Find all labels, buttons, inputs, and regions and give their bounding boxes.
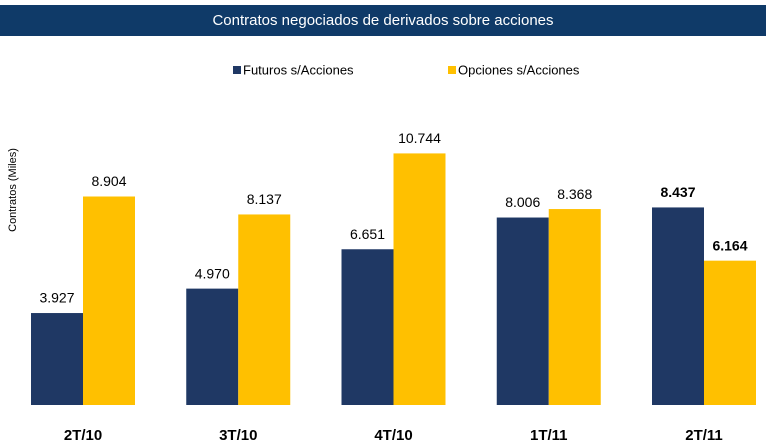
bar <box>652 207 704 405</box>
value-label: 8.437 <box>660 184 695 200</box>
bar <box>186 288 239 405</box>
bar <box>83 196 135 405</box>
value-label: 8.368 <box>557 186 592 202</box>
bar <box>238 214 291 405</box>
y-axis-label: Contratos (Miles) <box>7 148 19 232</box>
value-label: 10.744 <box>398 130 441 146</box>
x-tick-label: 2T/10 <box>64 427 102 443</box>
legend-swatch <box>233 66 241 74</box>
value-label: 3.927 <box>39 290 74 306</box>
value-label: 4.970 <box>195 265 230 281</box>
value-label: 8.137 <box>247 191 282 207</box>
value-label: 6.651 <box>350 226 385 242</box>
x-tick-label: 3T/10 <box>219 427 257 443</box>
x-tick-label: 1T/11 <box>530 427 568 443</box>
legend-label: Opciones s/Acciones <box>458 62 580 77</box>
x-tick-label: 2T/11 <box>685 427 723 443</box>
chart-title: Contratos negociados de derivados sobre … <box>212 12 553 29</box>
bar <box>704 260 756 405</box>
value-label: 8.904 <box>91 173 126 189</box>
bar <box>496 217 549 405</box>
value-label: 6.164 <box>712 237 747 253</box>
bar <box>341 249 394 405</box>
legend-label: Futuros s/Acciones <box>243 62 354 77</box>
bar <box>31 313 83 405</box>
bar <box>393 153 446 405</box>
x-tick-label: 4T/10 <box>374 427 412 443</box>
legend-swatch <box>448 66 456 74</box>
value-label: 8.006 <box>505 194 540 210</box>
bar <box>548 209 601 405</box>
title-bar <box>0 5 766 36</box>
